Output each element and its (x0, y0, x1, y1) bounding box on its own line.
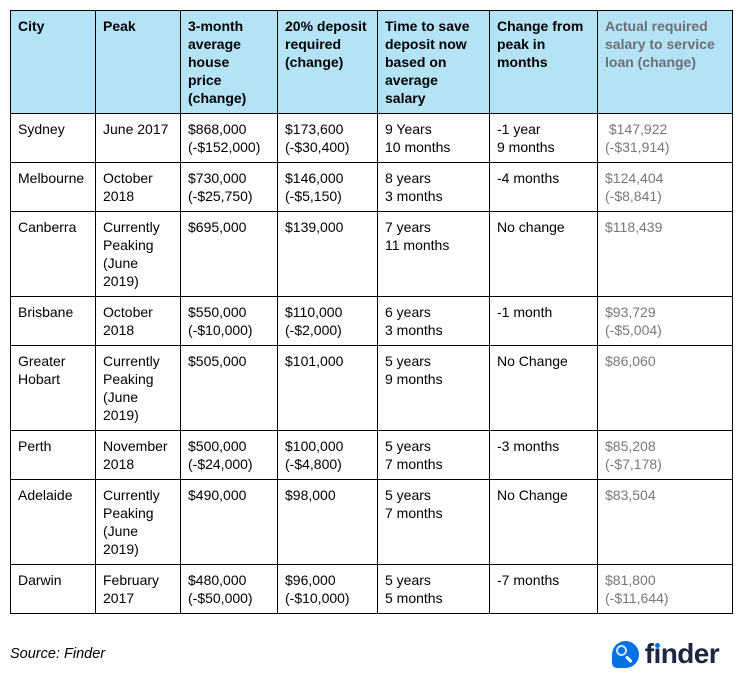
data-cell: Currently Peaking (June 2019) (95, 345, 181, 431)
data-cell: 9 Years 10 months (377, 113, 490, 163)
column-header: Change from peak in months (489, 10, 598, 114)
table-header-row: City Peak 3-month average house price (cha… (10, 10, 733, 114)
data-cell: -3 months (489, 430, 598, 480)
data-cell: $500,000 (-$24,000) (180, 430, 278, 480)
table-row: Canberra Currently Peaking (June 2019) $69… (10, 211, 733, 297)
city-cell: Adelaide (10, 479, 96, 565)
data-cell: Currently Peaking (June 2019) (95, 211, 181, 297)
table-row: Brisbane October 2018 $550,000 (-$10,000) $… (10, 296, 733, 346)
data-cell: 6 years 3 months (377, 296, 490, 346)
table-row: Greater Hobart Currently Peaking (June 20… (10, 345, 733, 431)
logo-text-rest: nder (660, 638, 720, 669)
column-header: Time to save deposit now based on averag… (377, 10, 490, 114)
data-cell: 5 years 9 months (377, 345, 490, 431)
data-cell: February 2017 (95, 564, 181, 614)
city-cell: Darwin (10, 564, 96, 614)
data-cell: $86,060 (597, 345, 733, 431)
source-note: Source: Finder (10, 646, 106, 662)
data-cell: $110,000 (-$2,000) (277, 296, 378, 346)
column-header: 20% deposit required (change) (277, 10, 378, 114)
logo-text-f: f (644, 638, 654, 669)
data-cell: $98,000 (277, 479, 378, 565)
data-cell: 8 years 3 months (377, 162, 490, 212)
footer: Source: Finder f ı nder (10, 640, 732, 668)
data-cell: $730,000 (-$25,750) (180, 162, 278, 212)
logo-text-i: ı (653, 638, 662, 669)
data-cell: $173,600 (-$30,400) (277, 113, 378, 163)
data-cell: $93,729 (-$5,004) (597, 296, 733, 346)
finder-logo-wordmark: f ı nder (644, 638, 720, 669)
magnifier-glass (616, 645, 628, 656)
data-cell: No Change (489, 479, 598, 565)
data-cell: Currently Peaking (June 2019) (95, 479, 181, 565)
data-cell: $118,439 (597, 211, 733, 297)
magnifier-icon (611, 640, 639, 668)
data-cell: $147,922 (-$31,914) (597, 113, 733, 163)
column-header: Actual required salary to service loan (… (597, 10, 733, 114)
data-cell: $139,000 (277, 211, 378, 297)
data-cell: -4 months (489, 162, 598, 212)
data-cell: $100,000 (-$4,800) (277, 430, 378, 480)
data-cell: $85,208 (-$7,178) (597, 430, 733, 480)
data-cell: $124,404 (-$8,841) (597, 162, 733, 212)
data-cell: No Change (489, 345, 598, 431)
table-body: Sydney June 2017 $868,000 (-$152,000) $173,… (10, 113, 733, 614)
city-cell: Greater Hobart (10, 345, 96, 431)
data-cell: 5 years 5 months (377, 564, 490, 614)
data-cell: -1 month (489, 296, 598, 346)
table-row: Melbourne October 2018 $730,000 (-$25,750)… (10, 162, 733, 212)
data-cell: $96,000 (-$10,000) (277, 564, 378, 614)
column-header: Peak (95, 10, 181, 114)
data-cell: $146,000 (-$5,150) (277, 162, 378, 212)
data-cell: $480,000 (-$50,000) (180, 564, 278, 614)
finder-logo: f ı nder (611, 638, 732, 669)
data-cell: November 2018 (95, 430, 181, 480)
data-cell: $550,000 (-$10,000) (180, 296, 278, 346)
data-cell: $868,000 (-$152,000) (180, 113, 278, 163)
city-cell: Melbourne (10, 162, 96, 212)
column-header: 3-month average house price (change) (180, 10, 278, 114)
data-cell: October 2018 (95, 296, 181, 346)
data-cell: $101,000 (277, 345, 378, 431)
data-cell: $695,000 (180, 211, 278, 297)
city-cell: Sydney (10, 113, 96, 163)
house-price-table: City Peak 3-month average house price (cha… (10, 10, 733, 614)
data-cell: $505,000 (180, 345, 278, 431)
table-row: Perth November 2018 $500,000 (-$24,000) $10… (10, 430, 733, 480)
magnifier-handle (624, 654, 633, 663)
table-row: Darwin February 2017 $480,000 (-$50,000) $9… (10, 564, 733, 614)
data-cell: -7 months (489, 564, 598, 614)
city-cell: Brisbane (10, 296, 96, 346)
table-row: Sydney June 2017 $868,000 (-$152,000) $173,… (10, 113, 733, 163)
data-cell: -1 year 9 months (489, 113, 598, 163)
data-cell: $81,800 (-$11,644) (597, 564, 733, 614)
data-cell: $490,000 (180, 479, 278, 565)
data-cell: October 2018 (95, 162, 181, 212)
data-cell: June 2017 (95, 113, 181, 163)
city-cell: Canberra (10, 211, 96, 297)
city-cell: Perth (10, 430, 96, 480)
data-cell: 5 years 7 months (377, 430, 490, 480)
data-cell: 5 years 7 months (377, 479, 490, 565)
data-cell: $83,504 (597, 479, 733, 565)
data-cell: No change (489, 211, 598, 297)
data-cell: 7 years 11 months (377, 211, 490, 297)
column-header: City (10, 10, 96, 114)
table-row: Adelaide Currently Peaking (June 2019) $49… (10, 479, 733, 565)
